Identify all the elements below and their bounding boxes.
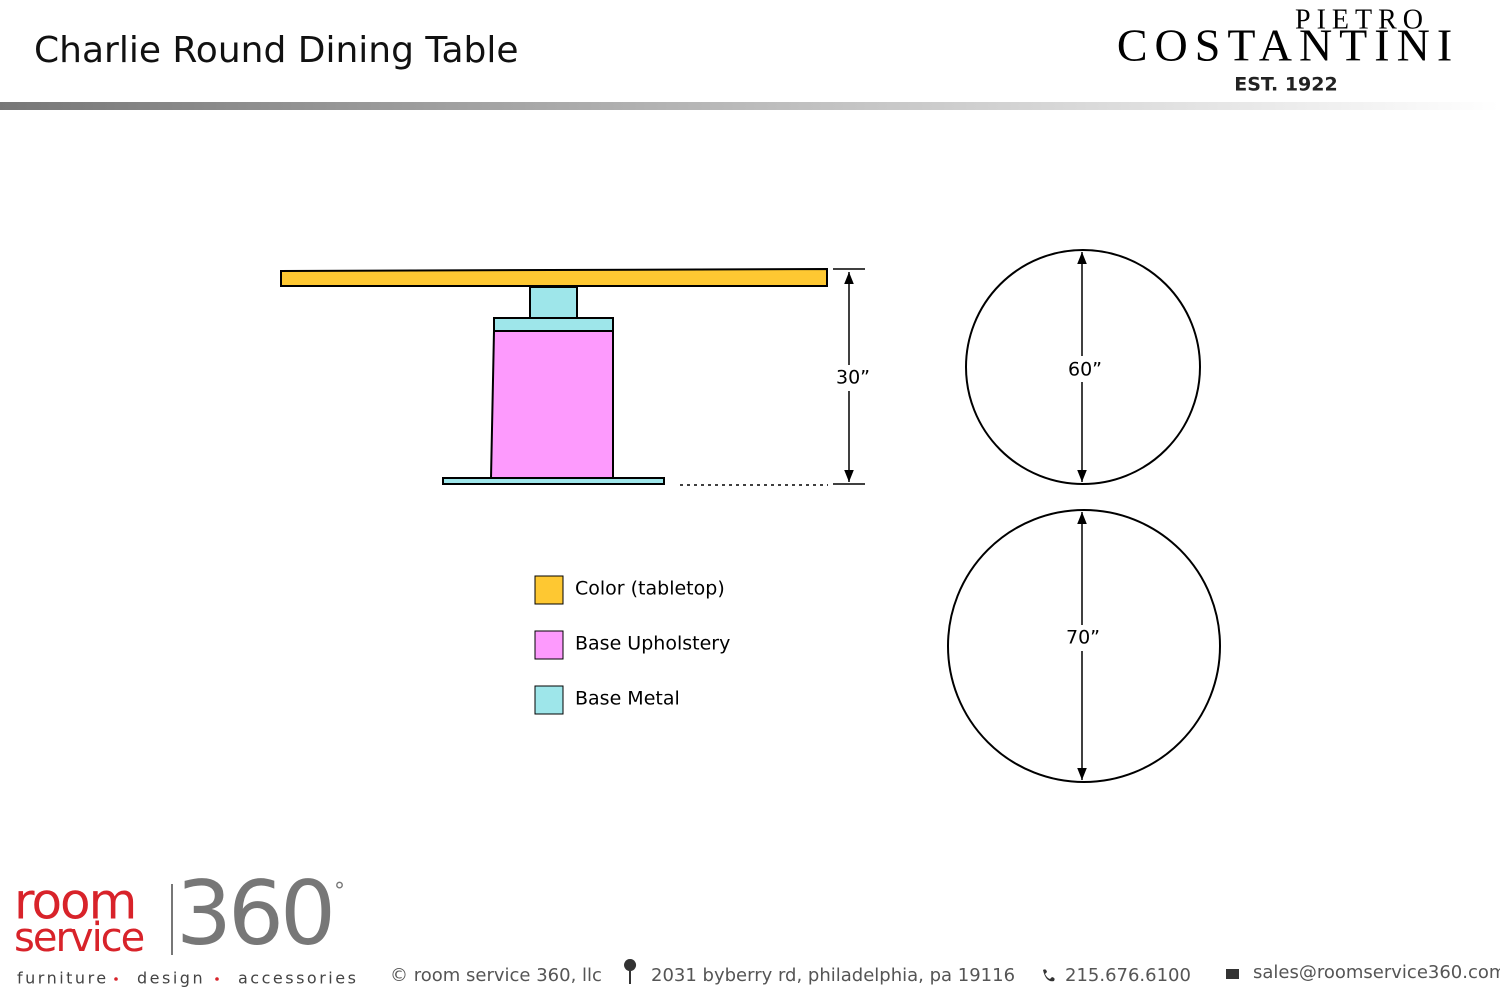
tagline: design bbox=[137, 969, 205, 988]
phone-icon bbox=[1043, 969, 1055, 982]
label-bg bbox=[833, 365, 873, 391]
pin-icon bbox=[624, 959, 637, 984]
legend-swatch bbox=[534, 575, 564, 605]
logo-service: service bbox=[14, 915, 144, 961]
legend-label: Base Metal bbox=[575, 688, 680, 710]
tagline: furniture bbox=[17, 969, 109, 988]
diameter-label: 60” bbox=[1068, 359, 1102, 381]
plan-views: 60” 70” bbox=[947, 249, 1221, 783]
copyright: © room service 360, llc bbox=[390, 965, 602, 986]
diameter-label: 70” bbox=[1066, 627, 1100, 649]
brand-top: PIETRO bbox=[1295, 4, 1429, 35]
header-rule bbox=[0, 102, 1500, 110]
brand-name: COSTANTINI bbox=[1117, 20, 1459, 71]
logo-room: room bbox=[14, 873, 135, 931]
dot bbox=[215, 977, 219, 981]
label-bg bbox=[1062, 356, 1106, 382]
legend: Color (tabletop) Base Upholstery Base Meta… bbox=[534, 575, 730, 715]
neck bbox=[529, 286, 578, 319]
logo-degree: ° bbox=[334, 879, 345, 904]
phone: 215.676.6100 bbox=[1065, 965, 1191, 986]
legend-label: Color (tabletop) bbox=[575, 578, 725, 600]
tagline: accessories bbox=[238, 969, 358, 988]
legend-swatch bbox=[534, 685, 564, 715]
dot bbox=[114, 977, 118, 981]
tabletop bbox=[280, 267, 828, 287]
label-bg bbox=[1062, 625, 1106, 651]
mail-icon bbox=[1226, 969, 1239, 979]
top-circle bbox=[965, 249, 1201, 485]
title: Charlie Round Dining Table bbox=[34, 30, 519, 71]
base-plate bbox=[442, 477, 665, 485]
logo-number: 360 bbox=[176, 862, 332, 965]
legend-label: Base Upholstery bbox=[575, 633, 730, 655]
height-label: 30” bbox=[836, 367, 870, 389]
brand-est: EST. 1922 bbox=[1234, 74, 1337, 96]
base-upholstery bbox=[489, 330, 614, 479]
table-elevation: 30” bbox=[280, 267, 873, 486]
footer: room service 360 ° furniture design acce… bbox=[14, 862, 1500, 988]
collar bbox=[493, 317, 614, 332]
legend-swatch bbox=[534, 630, 564, 660]
address: 2031 byberry rd, philadelphia, pa 19116 bbox=[651, 965, 1015, 986]
top-circle bbox=[947, 509, 1221, 783]
email[interactable]: sales@roomservice360.com bbox=[1253, 962, 1500, 983]
